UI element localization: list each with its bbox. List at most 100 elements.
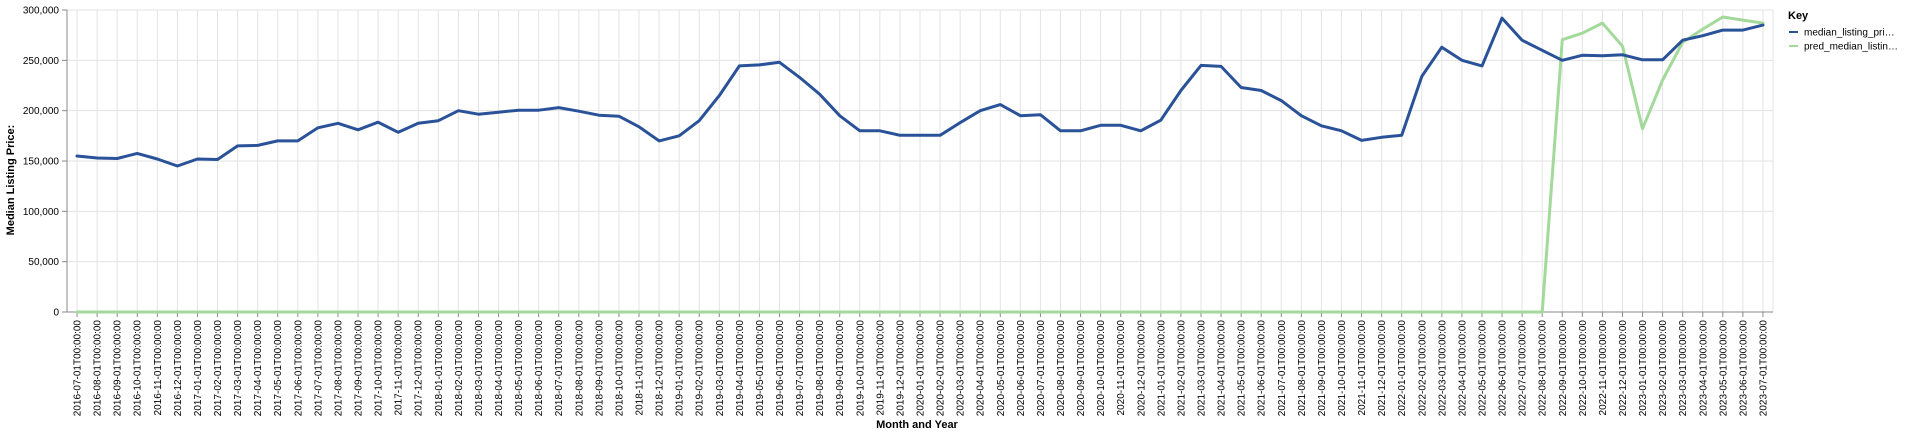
x-tick-label: 2019-07-01T00:00:00 (795, 320, 806, 417)
x-tick-label: 2022-03-01T00:00:00 (1437, 320, 1448, 417)
y-tick-label: 250,000 (23, 56, 60, 67)
x-tick-label: 2020-04-01T00:00:00 (976, 320, 987, 417)
y-tick-label: 150,000 (23, 157, 60, 168)
x-tick-label: 2023-07-01T00:00:00 (1758, 320, 1769, 417)
x-tick-label: 2016-12-01T00:00:00 (173, 320, 184, 417)
x-tick-label: 2021-10-01T00:00:00 (1337, 320, 1348, 417)
x-tick-label: 2019-11-01T00:00:00 (875, 320, 886, 416)
x-tick-label: 2021-09-01T00:00:00 (1317, 320, 1328, 417)
x-tick-label: 2018-03-01T00:00:00 (474, 320, 485, 417)
grid (67, 9, 1774, 313)
x-tick-label: 2019-04-01T00:00:00 (735, 320, 746, 417)
x-tick-label: 2021-08-01T00:00:00 (1297, 320, 1308, 417)
x-tick-label: 2020-08-01T00:00:00 (1056, 320, 1067, 417)
x-tick-label: 2020-03-01T00:00:00 (956, 320, 967, 417)
x-tick-label: 2021-11-01T00:00:00 (1357, 320, 1368, 416)
x-tick-label: 2016-08-01T00:00:00 (93, 320, 104, 417)
x-tick-label: 2020-01-01T00:00:00 (916, 320, 927, 417)
x-tick-label: 2018-12-01T00:00:00 (655, 320, 666, 417)
x-tick-label: 2020-05-01T00:00:00 (996, 320, 1007, 417)
x-tick-label: 2022-02-01T00:00:00 (1417, 320, 1428, 417)
x-tick-label: 2017-06-01T00:00:00 (293, 320, 304, 417)
x-tick-label: 2022-04-01T00:00:00 (1457, 320, 1468, 417)
x-tick-label: 2021-04-01T00:00:00 (1217, 320, 1228, 417)
x-tick-label: 2017-12-01T00:00:00 (414, 320, 425, 417)
x-tick-label: 2021-02-01T00:00:00 (1176, 320, 1187, 417)
y-tick-label: 300,000 (23, 6, 60, 17)
x-tick-label: 2018-04-01T00:00:00 (494, 320, 505, 417)
x-tick-label: 2016-11-01T00:00:00 (153, 320, 164, 416)
x-tick-label: 2023-03-01T00:00:00 (1678, 320, 1689, 417)
x-tick-label: 2022-01-01T00:00:00 (1397, 320, 1408, 417)
x-tick-label: 2022-12-01T00:00:00 (1618, 320, 1629, 417)
x-tick-label: 2017-08-01T00:00:00 (333, 320, 344, 417)
x-tick-label: 2021-07-01T00:00:00 (1277, 320, 1288, 417)
legend-title: Key (1788, 10, 1809, 22)
x-tick-label: 2022-08-01T00:00:00 (1538, 320, 1549, 417)
series-layer (75, 15, 1765, 314)
x-tick-label: 2023-02-01T00:00:00 (1658, 320, 1669, 417)
x-tick-label: 2017-04-01T00:00:00 (253, 320, 264, 417)
x-tick-label: 2018-02-01T00:00:00 (454, 320, 465, 417)
y-axis-title: Median Listing Price: (5, 125, 17, 236)
y-tick-label: 100,000 (23, 207, 60, 218)
x-axis: 2016-07-01T00:00:00 2016-08-01T00:00:00 20… (67, 311, 1773, 417)
x-tick-label: 2016-10-01T00:00:00 (133, 320, 144, 417)
x-tick-label: 2020-09-01T00:00:00 (1076, 320, 1087, 417)
x-tick-label: 2021-12-01T00:00:00 (1377, 320, 1388, 417)
x-tick-label: 2020-07-01T00:00:00 (1036, 320, 1047, 417)
x-tick-label: 2017-10-01T00:00:00 (374, 320, 385, 417)
x-tick-label: 2019-03-01T00:00:00 (715, 320, 726, 417)
y-tick-label: 50,000 (28, 257, 59, 268)
x-axis-title: Month and Year (876, 419, 958, 431)
x-tick-label: 2019-05-01T00:00:00 (755, 320, 766, 417)
x-tick-label: 2022-07-01T00:00:00 (1518, 320, 1529, 417)
x-tick-label: 2022-11-01T00:00:00 (1598, 320, 1609, 416)
x-tick-label: 2017-11-01T00:00:00 (394, 320, 405, 416)
x-tick-label: 2019-01-01T00:00:00 (675, 320, 686, 417)
x-tick-label: 2023-01-01T00:00:00 (1638, 320, 1649, 417)
x-tick-label: 2017-02-01T00:00:00 (213, 320, 224, 417)
x-tick-label: 2018-11-01T00:00:00 (635, 320, 646, 416)
legend-label: median_listing_pri… (1804, 28, 1895, 39)
x-tick-label: 2022-10-01T00:00:00 (1578, 320, 1589, 417)
x-tick-label: 2017-01-01T00:00:00 (193, 320, 204, 417)
series-line-0 (75, 16, 1765, 168)
x-tick-label: 2017-03-01T00:00:00 (233, 320, 244, 417)
x-tick-label: 2019-06-01T00:00:00 (775, 320, 786, 417)
x-tick-label: 2016-07-01T00:00:00 (73, 320, 84, 417)
x-tick-label: 2018-05-01T00:00:00 (514, 320, 525, 417)
y-tick-label: 200,000 (23, 106, 60, 117)
x-tick-label: 2017-05-01T00:00:00 (273, 320, 284, 417)
x-tick-label: 2018-06-01T00:00:00 (534, 320, 545, 417)
x-tick-label: 2020-12-01T00:00:00 (1136, 320, 1147, 417)
x-tick-label: 2018-07-01T00:00:00 (554, 320, 565, 417)
y-tick-label: 0 (53, 308, 59, 319)
series-line-1 (75, 15, 1765, 314)
x-tick-label: 2018-08-01T00:00:00 (574, 320, 585, 417)
x-tick-label: 2017-09-01T00:00:00 (354, 320, 365, 417)
x-tick-label: 2019-12-01T00:00:00 (895, 320, 906, 417)
y-axis: 0 50,000 100,000 150,000 200,000 250,000 300,0… (23, 6, 68, 319)
x-tick-label: 2019-10-01T00:00:00 (855, 320, 866, 417)
legend: Key median_listing_pri… pred_median_listi… (1788, 10, 1898, 53)
x-tick-label: 2023-04-01T00:00:00 (1698, 320, 1709, 417)
x-tick-label: 2023-06-01T00:00:00 (1738, 320, 1749, 417)
x-tick-label: 2019-02-01T00:00:00 (695, 320, 706, 417)
x-tick-label: 2018-09-01T00:00:00 (594, 320, 605, 417)
x-tick-label: 2019-08-01T00:00:00 (815, 320, 826, 417)
x-tick-label: 2021-01-01T00:00:00 (1156, 320, 1167, 417)
x-tick-label: 2017-07-01T00:00:00 (313, 320, 324, 417)
x-tick-label: 2016-09-01T00:00:00 (113, 320, 124, 417)
x-tick-label: 2021-05-01T00:00:00 (1237, 320, 1248, 417)
x-tick-label: 2023-05-01T00:00:00 (1718, 320, 1729, 417)
x-tick-label: 2021-06-01T00:00:00 (1257, 320, 1268, 417)
x-tick-label: 2018-10-01T00:00:00 (614, 320, 625, 417)
x-tick-label: 2018-01-01T00:00:00 (434, 320, 445, 417)
x-tick-label: 2022-09-01T00:00:00 (1558, 320, 1569, 417)
legend-label: pred_median_listin… (1804, 42, 1898, 53)
x-tick-label: 2021-03-01T00:00:00 (1196, 320, 1207, 417)
x-tick-label: 2020-11-01T00:00:00 (1116, 320, 1127, 416)
x-tick-label: 2020-02-01T00:00:00 (936, 320, 947, 417)
